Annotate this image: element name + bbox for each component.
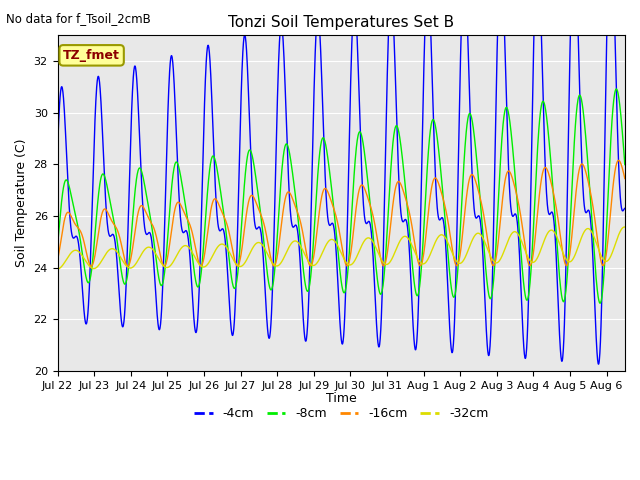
-4cm [54, 148, 61, 154]
-8cm [621, 162, 628, 168]
-32cm [83, 259, 90, 265]
-32cm [605, 257, 612, 263]
-32cm [330, 237, 337, 243]
-4cm [314, 12, 322, 18]
-8cm [605, 186, 612, 192]
-32cm [621, 224, 628, 230]
-8cm [83, 276, 90, 282]
-8cm [612, 86, 620, 92]
-16cm [500, 181, 508, 187]
-16cm [605, 230, 612, 236]
-16cm [54, 257, 61, 263]
-4cm [330, 222, 337, 228]
-8cm [605, 180, 612, 186]
-8cm [500, 112, 508, 118]
-4cm [83, 321, 90, 326]
-8cm [596, 300, 604, 306]
-16cm [88, 264, 95, 269]
-4cm [621, 205, 628, 211]
-16cm [621, 176, 628, 181]
Line: -32cm: -32cm [58, 227, 625, 269]
Text: No data for f_Tsoil_2cmB: No data for f_Tsoil_2cmB [6, 12, 151, 25]
Line: -4cm: -4cm [58, 0, 625, 364]
-32cm [54, 266, 61, 272]
-16cm [605, 233, 612, 239]
-4cm [500, 20, 508, 26]
-4cm [595, 361, 602, 367]
-16cm [330, 205, 337, 211]
-8cm [330, 202, 337, 207]
Title: Tonzi Soil Temperatures Set B: Tonzi Soil Temperatures Set B [228, 15, 454, 30]
Line: -8cm: -8cm [58, 89, 625, 303]
-8cm [54, 243, 61, 249]
-32cm [604, 257, 612, 263]
-16cm [83, 250, 90, 256]
Text: TZ_fmet: TZ_fmet [63, 49, 120, 62]
-32cm [500, 248, 508, 253]
-16cm [615, 157, 623, 163]
Legend: -4cm, -8cm, -16cm, -32cm: -4cm, -8cm, -16cm, -32cm [189, 402, 493, 425]
-8cm [314, 165, 322, 170]
X-axis label: Time: Time [326, 392, 356, 405]
Y-axis label: Soil Temperature (C): Soil Temperature (C) [15, 139, 28, 267]
-16cm [315, 215, 323, 220]
Line: -16cm: -16cm [58, 160, 625, 266]
-32cm [314, 258, 322, 264]
-32cm [621, 224, 628, 230]
